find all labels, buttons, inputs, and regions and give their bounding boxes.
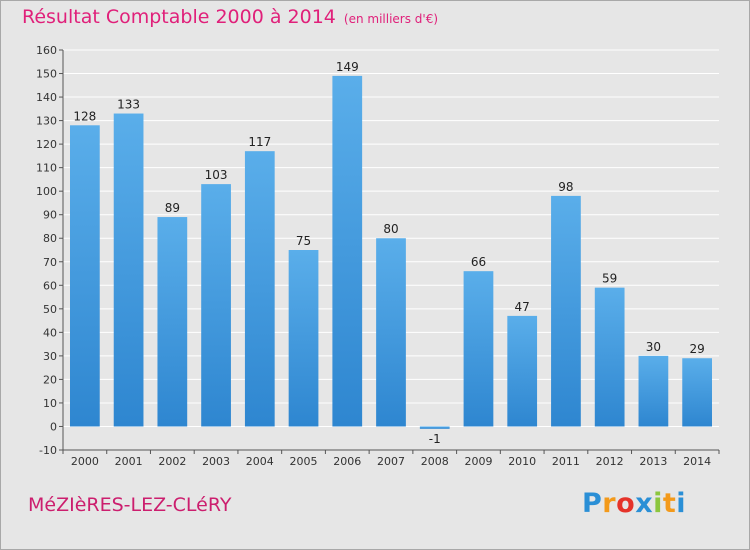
logo-letter: t	[662, 488, 677, 519]
x-tick-label: 2013	[639, 455, 667, 468]
x-tick-label: 2001	[115, 455, 143, 468]
bar	[594, 287, 625, 427]
y-tick-label: 60	[43, 279, 57, 292]
bar	[113, 113, 144, 427]
data-label: 75	[296, 234, 311, 248]
y-tick-label: 10	[43, 397, 57, 410]
data-label: 47	[515, 300, 530, 314]
y-tick-label: 50	[43, 303, 57, 316]
x-tick-label: 2004	[246, 455, 274, 468]
bar	[332, 75, 363, 427]
x-tick-label: 2012	[596, 455, 624, 468]
data-label: 149	[336, 60, 359, 74]
x-tick-label: 2009	[464, 455, 492, 468]
x-tick-label: 2014	[683, 455, 711, 468]
logo-letter: o	[616, 488, 636, 519]
x-tick-label: 2007	[377, 455, 405, 468]
y-tick-label: 0	[50, 420, 57, 433]
data-label: 133	[117, 98, 140, 112]
logo-letter: P	[582, 488, 603, 519]
bar	[638, 355, 669, 427]
data-label: -1	[429, 432, 441, 446]
logo-letter: i	[676, 488, 687, 519]
data-labels: 128 133 89 103 117 75 149 80 -1 66 47 98 59 30 29	[73, 60, 704, 446]
y-tick-label: 100	[36, 185, 57, 198]
data-label: 98	[558, 180, 573, 194]
data-label: 30	[646, 340, 661, 354]
y-tick-label: 70	[43, 256, 57, 269]
bar	[419, 426, 450, 429]
y-tick-label: -10	[39, 444, 57, 457]
data-label: 29	[689, 342, 704, 356]
y-tick-label: 130	[36, 115, 57, 128]
y-tick-label: 20	[43, 373, 57, 386]
bar	[376, 238, 406, 427]
y-tick-label: 30	[43, 350, 57, 363]
data-label: 103	[205, 168, 228, 182]
x-tick-label: 2006	[333, 455, 361, 468]
data-label: 59	[602, 272, 617, 286]
place-name: MéZIèRES-LEZ-CLéRY	[28, 494, 232, 516]
axes: -10 0 10 20 30 40 50 60 70 80 90 100 110 120 130 140 150…	[36, 44, 720, 468]
x-tick-label: 2008	[421, 455, 449, 468]
y-tick-label: 110	[36, 162, 57, 175]
bar	[463, 271, 494, 427]
chart-title: Résultat Comptable 2000 à 2014 (en millie…	[22, 6, 438, 28]
bar	[157, 217, 188, 427]
x-tick-label: 2005	[290, 455, 318, 468]
bar	[507, 315, 538, 427]
logo-letter: i	[653, 488, 663, 519]
x-tick-label: 2010	[508, 455, 536, 468]
data-label: 80	[383, 222, 398, 236]
x-tick-label: 2000	[71, 455, 99, 468]
bar	[69, 125, 100, 427]
data-label: 117	[248, 135, 271, 149]
y-tick-label: 150	[36, 68, 57, 81]
y-tick-label: 80	[43, 232, 57, 245]
x-tick-label: 2011	[552, 455, 580, 468]
y-tick-label: 120	[36, 138, 57, 151]
bar	[551, 195, 581, 427]
data-label: 89	[165, 201, 180, 215]
y-tick-label: 90	[43, 209, 57, 222]
data-label: 128	[73, 109, 96, 123]
title-text: Résultat Comptable 2000 à 2014	[22, 6, 336, 28]
title-unit: (en milliers d'€)	[343, 12, 439, 26]
y-tick-label: 40	[43, 326, 57, 339]
data-label: 66	[471, 255, 486, 269]
bar	[244, 151, 275, 427]
bar	[288, 250, 319, 427]
logo-letter: r	[602, 488, 617, 519]
bar	[682, 358, 713, 427]
logo-letter: x	[635, 488, 654, 519]
x-tick-label: 2002	[158, 455, 186, 468]
y-tick-label: 140	[36, 91, 57, 104]
bar	[201, 184, 231, 427]
proxiti-logo: Proxiti	[582, 488, 686, 519]
y-tick-label: 160	[36, 44, 57, 57]
x-tick-label: 2003	[202, 455, 230, 468]
bars	[69, 75, 713, 429]
